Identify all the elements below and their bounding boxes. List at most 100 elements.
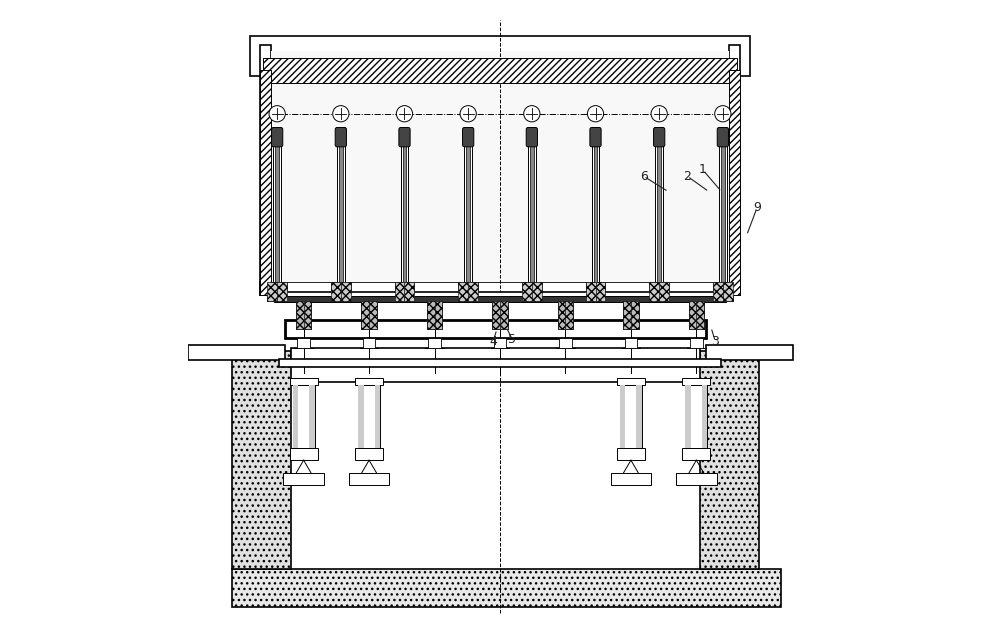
- FancyBboxPatch shape: [250, 36, 750, 76]
- Bar: [631, 301, 639, 329]
- FancyBboxPatch shape: [267, 282, 287, 301]
- FancyBboxPatch shape: [617, 378, 645, 385]
- Bar: [358, 385, 364, 448]
- Bar: [395, 282, 404, 301]
- FancyBboxPatch shape: [403, 145, 406, 282]
- Bar: [659, 282, 669, 301]
- FancyBboxPatch shape: [685, 385, 707, 448]
- Bar: [369, 301, 377, 329]
- Circle shape: [715, 105, 731, 122]
- FancyBboxPatch shape: [355, 378, 383, 385]
- Bar: [649, 282, 659, 301]
- FancyBboxPatch shape: [358, 385, 380, 448]
- Bar: [267, 282, 277, 301]
- FancyBboxPatch shape: [271, 292, 729, 301]
- Bar: [232, 351, 291, 569]
- Bar: [309, 385, 315, 448]
- FancyBboxPatch shape: [676, 473, 717, 485]
- Bar: [702, 385, 707, 448]
- FancyBboxPatch shape: [713, 282, 733, 301]
- FancyBboxPatch shape: [339, 145, 343, 282]
- Bar: [304, 301, 311, 329]
- Bar: [435, 301, 442, 329]
- FancyBboxPatch shape: [586, 282, 605, 301]
- FancyBboxPatch shape: [275, 145, 279, 282]
- FancyBboxPatch shape: [361, 301, 377, 329]
- FancyBboxPatch shape: [654, 127, 665, 147]
- FancyBboxPatch shape: [272, 127, 283, 147]
- FancyBboxPatch shape: [590, 127, 601, 147]
- FancyBboxPatch shape: [649, 282, 669, 301]
- Bar: [685, 385, 691, 448]
- FancyBboxPatch shape: [611, 473, 651, 485]
- FancyBboxPatch shape: [279, 359, 721, 367]
- Bar: [277, 282, 287, 301]
- FancyBboxPatch shape: [559, 339, 572, 348]
- FancyBboxPatch shape: [290, 448, 318, 460]
- Text: 4: 4: [489, 335, 497, 348]
- FancyBboxPatch shape: [464, 145, 472, 282]
- Circle shape: [333, 105, 349, 122]
- FancyBboxPatch shape: [719, 145, 727, 282]
- FancyBboxPatch shape: [296, 301, 311, 329]
- FancyBboxPatch shape: [355, 448, 383, 460]
- Text: 6: 6: [640, 170, 648, 182]
- FancyBboxPatch shape: [620, 385, 642, 448]
- FancyBboxPatch shape: [395, 282, 414, 301]
- FancyBboxPatch shape: [283, 473, 324, 485]
- Circle shape: [524, 105, 540, 122]
- Bar: [260, 70, 271, 295]
- Bar: [293, 385, 298, 448]
- FancyBboxPatch shape: [625, 339, 637, 348]
- Bar: [468, 282, 478, 301]
- FancyBboxPatch shape: [188, 345, 285, 361]
- Text: 2: 2: [683, 170, 691, 182]
- FancyBboxPatch shape: [494, 339, 506, 348]
- FancyBboxPatch shape: [291, 348, 700, 361]
- Circle shape: [651, 105, 667, 122]
- Bar: [713, 282, 723, 301]
- Bar: [636, 385, 642, 448]
- FancyBboxPatch shape: [530, 145, 534, 282]
- FancyBboxPatch shape: [657, 145, 661, 282]
- Bar: [361, 301, 369, 329]
- Circle shape: [269, 105, 285, 122]
- FancyBboxPatch shape: [349, 473, 389, 485]
- Bar: [232, 569, 781, 607]
- FancyBboxPatch shape: [260, 45, 271, 295]
- FancyBboxPatch shape: [297, 339, 310, 348]
- Text: 1: 1: [699, 164, 707, 176]
- Text: 3: 3: [711, 335, 719, 348]
- FancyBboxPatch shape: [617, 448, 645, 460]
- FancyBboxPatch shape: [463, 127, 474, 147]
- FancyBboxPatch shape: [706, 345, 793, 361]
- FancyBboxPatch shape: [274, 296, 726, 302]
- FancyBboxPatch shape: [682, 378, 710, 385]
- Bar: [700, 351, 759, 569]
- FancyBboxPatch shape: [690, 339, 703, 348]
- Bar: [427, 301, 435, 329]
- FancyBboxPatch shape: [271, 51, 729, 282]
- FancyBboxPatch shape: [401, 145, 408, 282]
- FancyBboxPatch shape: [363, 339, 375, 348]
- Text: 5: 5: [508, 333, 516, 346]
- Bar: [723, 282, 733, 301]
- Bar: [263, 58, 737, 83]
- FancyBboxPatch shape: [526, 127, 537, 147]
- FancyBboxPatch shape: [492, 301, 508, 329]
- FancyBboxPatch shape: [458, 282, 478, 301]
- FancyBboxPatch shape: [729, 45, 740, 295]
- Bar: [492, 301, 500, 329]
- Bar: [596, 282, 605, 301]
- Bar: [696, 301, 704, 329]
- Text: 9: 9: [753, 201, 761, 214]
- FancyBboxPatch shape: [717, 127, 728, 147]
- Bar: [522, 282, 532, 301]
- FancyBboxPatch shape: [428, 339, 441, 348]
- Circle shape: [587, 105, 604, 122]
- FancyBboxPatch shape: [689, 301, 704, 329]
- FancyBboxPatch shape: [293, 385, 315, 448]
- Bar: [341, 282, 351, 301]
- FancyBboxPatch shape: [522, 282, 542, 301]
- Bar: [331, 282, 341, 301]
